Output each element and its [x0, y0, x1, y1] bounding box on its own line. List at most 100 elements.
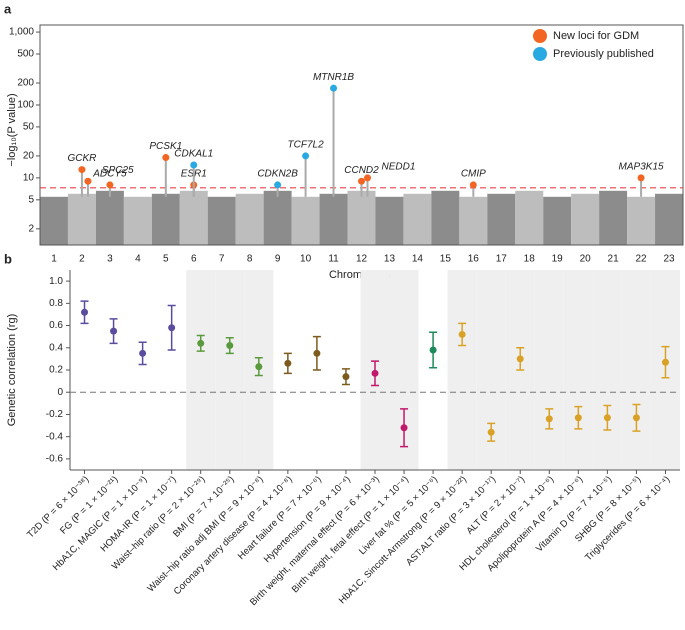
- x-tick-label: 2: [79, 254, 85, 265]
- x-tick-label: 23: [663, 254, 675, 265]
- panel-label: a: [4, 1, 12, 16]
- x-tick-label: 14: [412, 254, 424, 265]
- chromosome-band: [207, 196, 236, 245]
- y-tick-label: 10: [23, 173, 35, 184]
- chromosome-band: [179, 190, 208, 245]
- locus-label: MTNR1B: [313, 72, 354, 83]
- x-tick-label: 19: [552, 254, 564, 265]
- group-shade: [534, 270, 564, 470]
- y-tick-label: -0.6: [46, 454, 64, 465]
- x-tick-label: 15: [440, 254, 452, 265]
- point: [458, 330, 466, 338]
- x-tick-label: 6: [191, 254, 197, 265]
- chromosome-band: [571, 193, 600, 245]
- point: [545, 415, 553, 423]
- chromosome-band: [347, 190, 376, 245]
- y-tick-label: 0.4: [49, 342, 63, 353]
- locus-point: [78, 166, 86, 174]
- x-tick-label: 5: [163, 254, 169, 265]
- point: [632, 414, 640, 422]
- x-tick-label: 4: [135, 254, 141, 265]
- chromosome-band: [95, 190, 124, 245]
- locus-point: [190, 161, 198, 169]
- y-tick-label: 2: [28, 223, 34, 234]
- x-tick-label: 18: [524, 254, 536, 265]
- x-tick-label: 9: [275, 254, 281, 265]
- chromosome-band: [515, 190, 544, 245]
- chromosome-band: [67, 193, 96, 245]
- locus-label: TCF7L2: [288, 140, 325, 151]
- y-tick-label: 50: [23, 122, 35, 133]
- point: [371, 369, 379, 377]
- point: [487, 428, 495, 436]
- locus-label: SPC25: [102, 165, 134, 176]
- chromosome-band: [40, 196, 68, 245]
- y-tick-label: -0.4: [46, 431, 64, 442]
- point: [516, 355, 524, 363]
- y-axis-label: Genetic correlation (rg): [6, 314, 18, 427]
- chromosome-band: [459, 196, 488, 245]
- locus-point: [364, 174, 371, 182]
- y-tick-label: 1,000: [9, 27, 34, 38]
- y-tick-label: 200: [17, 78, 34, 89]
- point: [429, 346, 437, 354]
- locus-point: [358, 177, 365, 185]
- locus-point: [162, 154, 170, 162]
- x-tick-label: 22: [636, 254, 648, 265]
- x-tick-label: 20: [580, 254, 592, 265]
- group-shade: [621, 270, 651, 470]
- y-tick-label: 500: [17, 49, 34, 60]
- locus-label: GCKR: [67, 153, 96, 164]
- chromosome-band: [599, 190, 628, 245]
- panel-label: b: [4, 251, 12, 266]
- x-tick-label: 8: [247, 254, 253, 265]
- y-tick-label: 0: [57, 387, 63, 398]
- x-tick-label: 3: [107, 254, 113, 265]
- x-tick-label: 17: [496, 254, 508, 265]
- y-tick-label: 20: [23, 151, 35, 162]
- locus-label: CDKAL1: [174, 149, 213, 160]
- locus-label: ADCY5: [92, 169, 127, 180]
- point: [197, 339, 205, 347]
- point: [284, 359, 292, 367]
- y-tick-label: 100: [17, 100, 34, 111]
- x-tick-label: 1: [51, 254, 57, 265]
- point: [574, 414, 582, 422]
- chromosome-band: [263, 190, 292, 245]
- locus-label: PCSK1: [149, 141, 182, 152]
- point: [342, 373, 350, 381]
- point: [110, 327, 118, 335]
- group-shade: [592, 270, 622, 470]
- chromosome-band: [655, 193, 683, 245]
- y-tick-label: 5: [28, 194, 34, 205]
- x-tick-label: 13: [384, 254, 396, 265]
- locus-point: [84, 177, 92, 185]
- locus-point: [274, 181, 282, 189]
- chromosome-band: [151, 193, 180, 245]
- group-shade: [447, 270, 477, 470]
- point: [226, 342, 234, 350]
- legend-marker: [533, 29, 547, 43]
- chromosome-band: [543, 196, 572, 245]
- point: [81, 308, 89, 316]
- x-tick-label: 11: [328, 254, 339, 265]
- y-tick-label: 1.0: [49, 276, 63, 287]
- y-tick-label: 0.2: [49, 365, 63, 376]
- group-shade: [186, 270, 216, 470]
- locus-label: NEDD1: [382, 162, 416, 173]
- y-tick-label: 0.8: [49, 298, 63, 309]
- x-tick-label: 10: [300, 254, 312, 265]
- chromosome-band: [319, 193, 348, 245]
- point: [139, 349, 147, 357]
- chromosome-band: [123, 196, 152, 245]
- locus-point: [302, 152, 310, 160]
- chromosome-band: [235, 193, 264, 245]
- point: [255, 363, 263, 371]
- x-tick-label: 12: [356, 254, 368, 265]
- chromosome-band: [291, 196, 320, 245]
- point: [603, 414, 611, 422]
- legend-label: Previously published: [553, 48, 654, 60]
- legend-marker: [533, 47, 547, 61]
- chromosome-band: [487, 193, 516, 245]
